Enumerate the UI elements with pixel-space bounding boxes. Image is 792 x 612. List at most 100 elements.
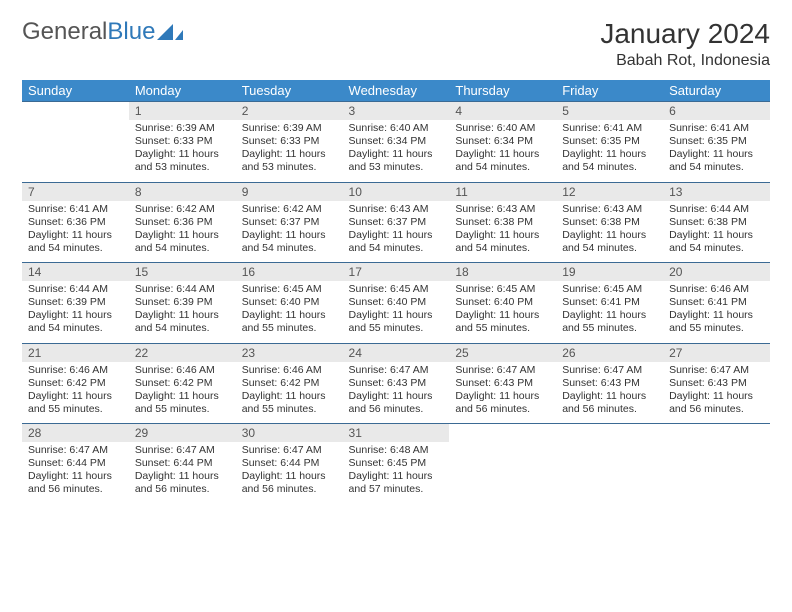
daylight-text: and 54 minutes. [669,242,764,255]
daylight-text: Daylight: 11 hours [28,390,123,403]
day-cell: Sunrise: 6:47 AMSunset: 6:43 PMDaylight:… [343,362,450,424]
logo-sail-icon [157,22,183,42]
day-cell: Sunrise: 6:39 AMSunset: 6:33 PMDaylight:… [129,120,236,182]
day-number-row: 21222324252627 [22,343,770,362]
sunset-text: Sunset: 6:42 PM [242,377,337,390]
day-number-row: 123456 [22,102,770,121]
title-location: Babah Rot, Indonesia [600,52,770,70]
day-number: 2 [236,102,343,121]
daylight-text: Daylight: 11 hours [669,148,764,161]
day-cell: Sunrise: 6:46 AMSunset: 6:42 PMDaylight:… [22,362,129,424]
day-cell: Sunrise: 6:44 AMSunset: 6:39 PMDaylight:… [129,281,236,343]
day-number: 19 [556,263,663,282]
day-number: 14 [22,263,129,282]
sunrise-text: Sunrise: 6:44 AM [669,203,764,216]
day-cell: Sunrise: 6:41 AMSunset: 6:36 PMDaylight:… [22,201,129,263]
day-number: 8 [129,182,236,201]
day-cell: Sunrise: 6:46 AMSunset: 6:42 PMDaylight:… [236,362,343,424]
day-cell [663,442,770,504]
sunset-text: Sunset: 6:37 PM [242,216,337,229]
sunrise-text: Sunrise: 6:47 AM [28,444,123,457]
daylight-text: Daylight: 11 hours [562,148,657,161]
sunrise-text: Sunrise: 6:47 AM [349,364,444,377]
sunrise-text: Sunrise: 6:46 AM [242,364,337,377]
sunset-text: Sunset: 6:45 PM [349,457,444,470]
daylight-text: and 55 minutes. [349,322,444,335]
daylight-text: Daylight: 11 hours [455,229,550,242]
day-number-row: 78910111213 [22,182,770,201]
sunrise-text: Sunrise: 6:47 AM [562,364,657,377]
day-cell: Sunrise: 6:43 AMSunset: 6:37 PMDaylight:… [343,201,450,263]
sunset-text: Sunset: 6:41 PM [562,296,657,309]
sunrise-text: Sunrise: 6:47 AM [669,364,764,377]
sunset-text: Sunset: 6:43 PM [562,377,657,390]
daylight-text: and 56 minutes. [455,403,550,416]
sunrise-text: Sunrise: 6:47 AM [135,444,230,457]
weekday-header: Thursday [449,80,556,102]
daylight-text: Daylight: 11 hours [135,229,230,242]
daylight-text: Daylight: 11 hours [135,148,230,161]
daylight-text: Daylight: 11 hours [349,470,444,483]
sunset-text: Sunset: 6:36 PM [28,216,123,229]
day-cell [556,442,663,504]
daylight-text: Daylight: 11 hours [135,390,230,403]
day-number: 20 [663,263,770,282]
daylight-text: and 54 minutes. [28,322,123,335]
day-cell: Sunrise: 6:47 AMSunset: 6:44 PMDaylight:… [22,442,129,504]
sunrise-text: Sunrise: 6:45 AM [242,283,337,296]
day-cell [22,120,129,182]
sunrise-text: Sunrise: 6:45 AM [455,283,550,296]
sunrise-text: Sunrise: 6:43 AM [349,203,444,216]
daylight-text: and 55 minutes. [562,322,657,335]
daylight-text: Daylight: 11 hours [28,309,123,322]
day-cell: Sunrise: 6:47 AMSunset: 6:44 PMDaylight:… [236,442,343,504]
day-cell: Sunrise: 6:44 AMSunset: 6:38 PMDaylight:… [663,201,770,263]
day-cell: Sunrise: 6:47 AMSunset: 6:43 PMDaylight:… [663,362,770,424]
day-number: 22 [129,343,236,362]
day-number: 23 [236,343,343,362]
daylight-text: Daylight: 11 hours [135,309,230,322]
daylight-text: and 53 minutes. [349,161,444,174]
day-cell: Sunrise: 6:46 AMSunset: 6:41 PMDaylight:… [663,281,770,343]
day-number: 4 [449,102,556,121]
day-cell: Sunrise: 6:39 AMSunset: 6:33 PMDaylight:… [236,120,343,182]
daylight-text: and 55 minutes. [242,322,337,335]
daylight-text: and 53 minutes. [242,161,337,174]
daylight-text: and 57 minutes. [349,483,444,496]
daylight-text: Daylight: 11 hours [242,390,337,403]
day-number: 9 [236,182,343,201]
day-number: 30 [236,424,343,443]
daylight-text: and 56 minutes. [562,403,657,416]
daylight-text: and 54 minutes. [349,242,444,255]
logo-word2: Blue [107,18,155,46]
title-block: January 2024 Babah Rot, Indonesia [600,18,770,70]
day-number [556,424,663,443]
sunrise-text: Sunrise: 6:39 AM [242,122,337,135]
sunset-text: Sunset: 6:43 PM [349,377,444,390]
sunset-text: Sunset: 6:33 PM [242,135,337,148]
daylight-text: Daylight: 11 hours [669,390,764,403]
logo: GeneralBlue [22,18,183,46]
sunset-text: Sunset: 6:42 PM [135,377,230,390]
day-cell: Sunrise: 6:40 AMSunset: 6:34 PMDaylight:… [343,120,450,182]
daylight-text: and 54 minutes. [455,161,550,174]
day-number: 27 [663,343,770,362]
sunrise-text: Sunrise: 6:45 AM [349,283,444,296]
weekday-header-row: Sunday Monday Tuesday Wednesday Thursday… [22,80,770,102]
daylight-text: Daylight: 11 hours [455,390,550,403]
daylight-text: Daylight: 11 hours [349,390,444,403]
sunset-text: Sunset: 6:38 PM [562,216,657,229]
sunset-text: Sunset: 6:41 PM [669,296,764,309]
day-number [22,102,129,121]
sunset-text: Sunset: 6:43 PM [669,377,764,390]
sunrise-text: Sunrise: 6:46 AM [135,364,230,377]
sunset-text: Sunset: 6:33 PM [135,135,230,148]
day-number: 6 [663,102,770,121]
day-number: 13 [663,182,770,201]
sunrise-text: Sunrise: 6:42 AM [242,203,337,216]
daylight-text: Daylight: 11 hours [455,309,550,322]
sunset-text: Sunset: 6:40 PM [242,296,337,309]
daylight-text: and 54 minutes. [562,242,657,255]
day-data-row: Sunrise: 6:39 AMSunset: 6:33 PMDaylight:… [22,120,770,182]
sunrise-text: Sunrise: 6:41 AM [28,203,123,216]
